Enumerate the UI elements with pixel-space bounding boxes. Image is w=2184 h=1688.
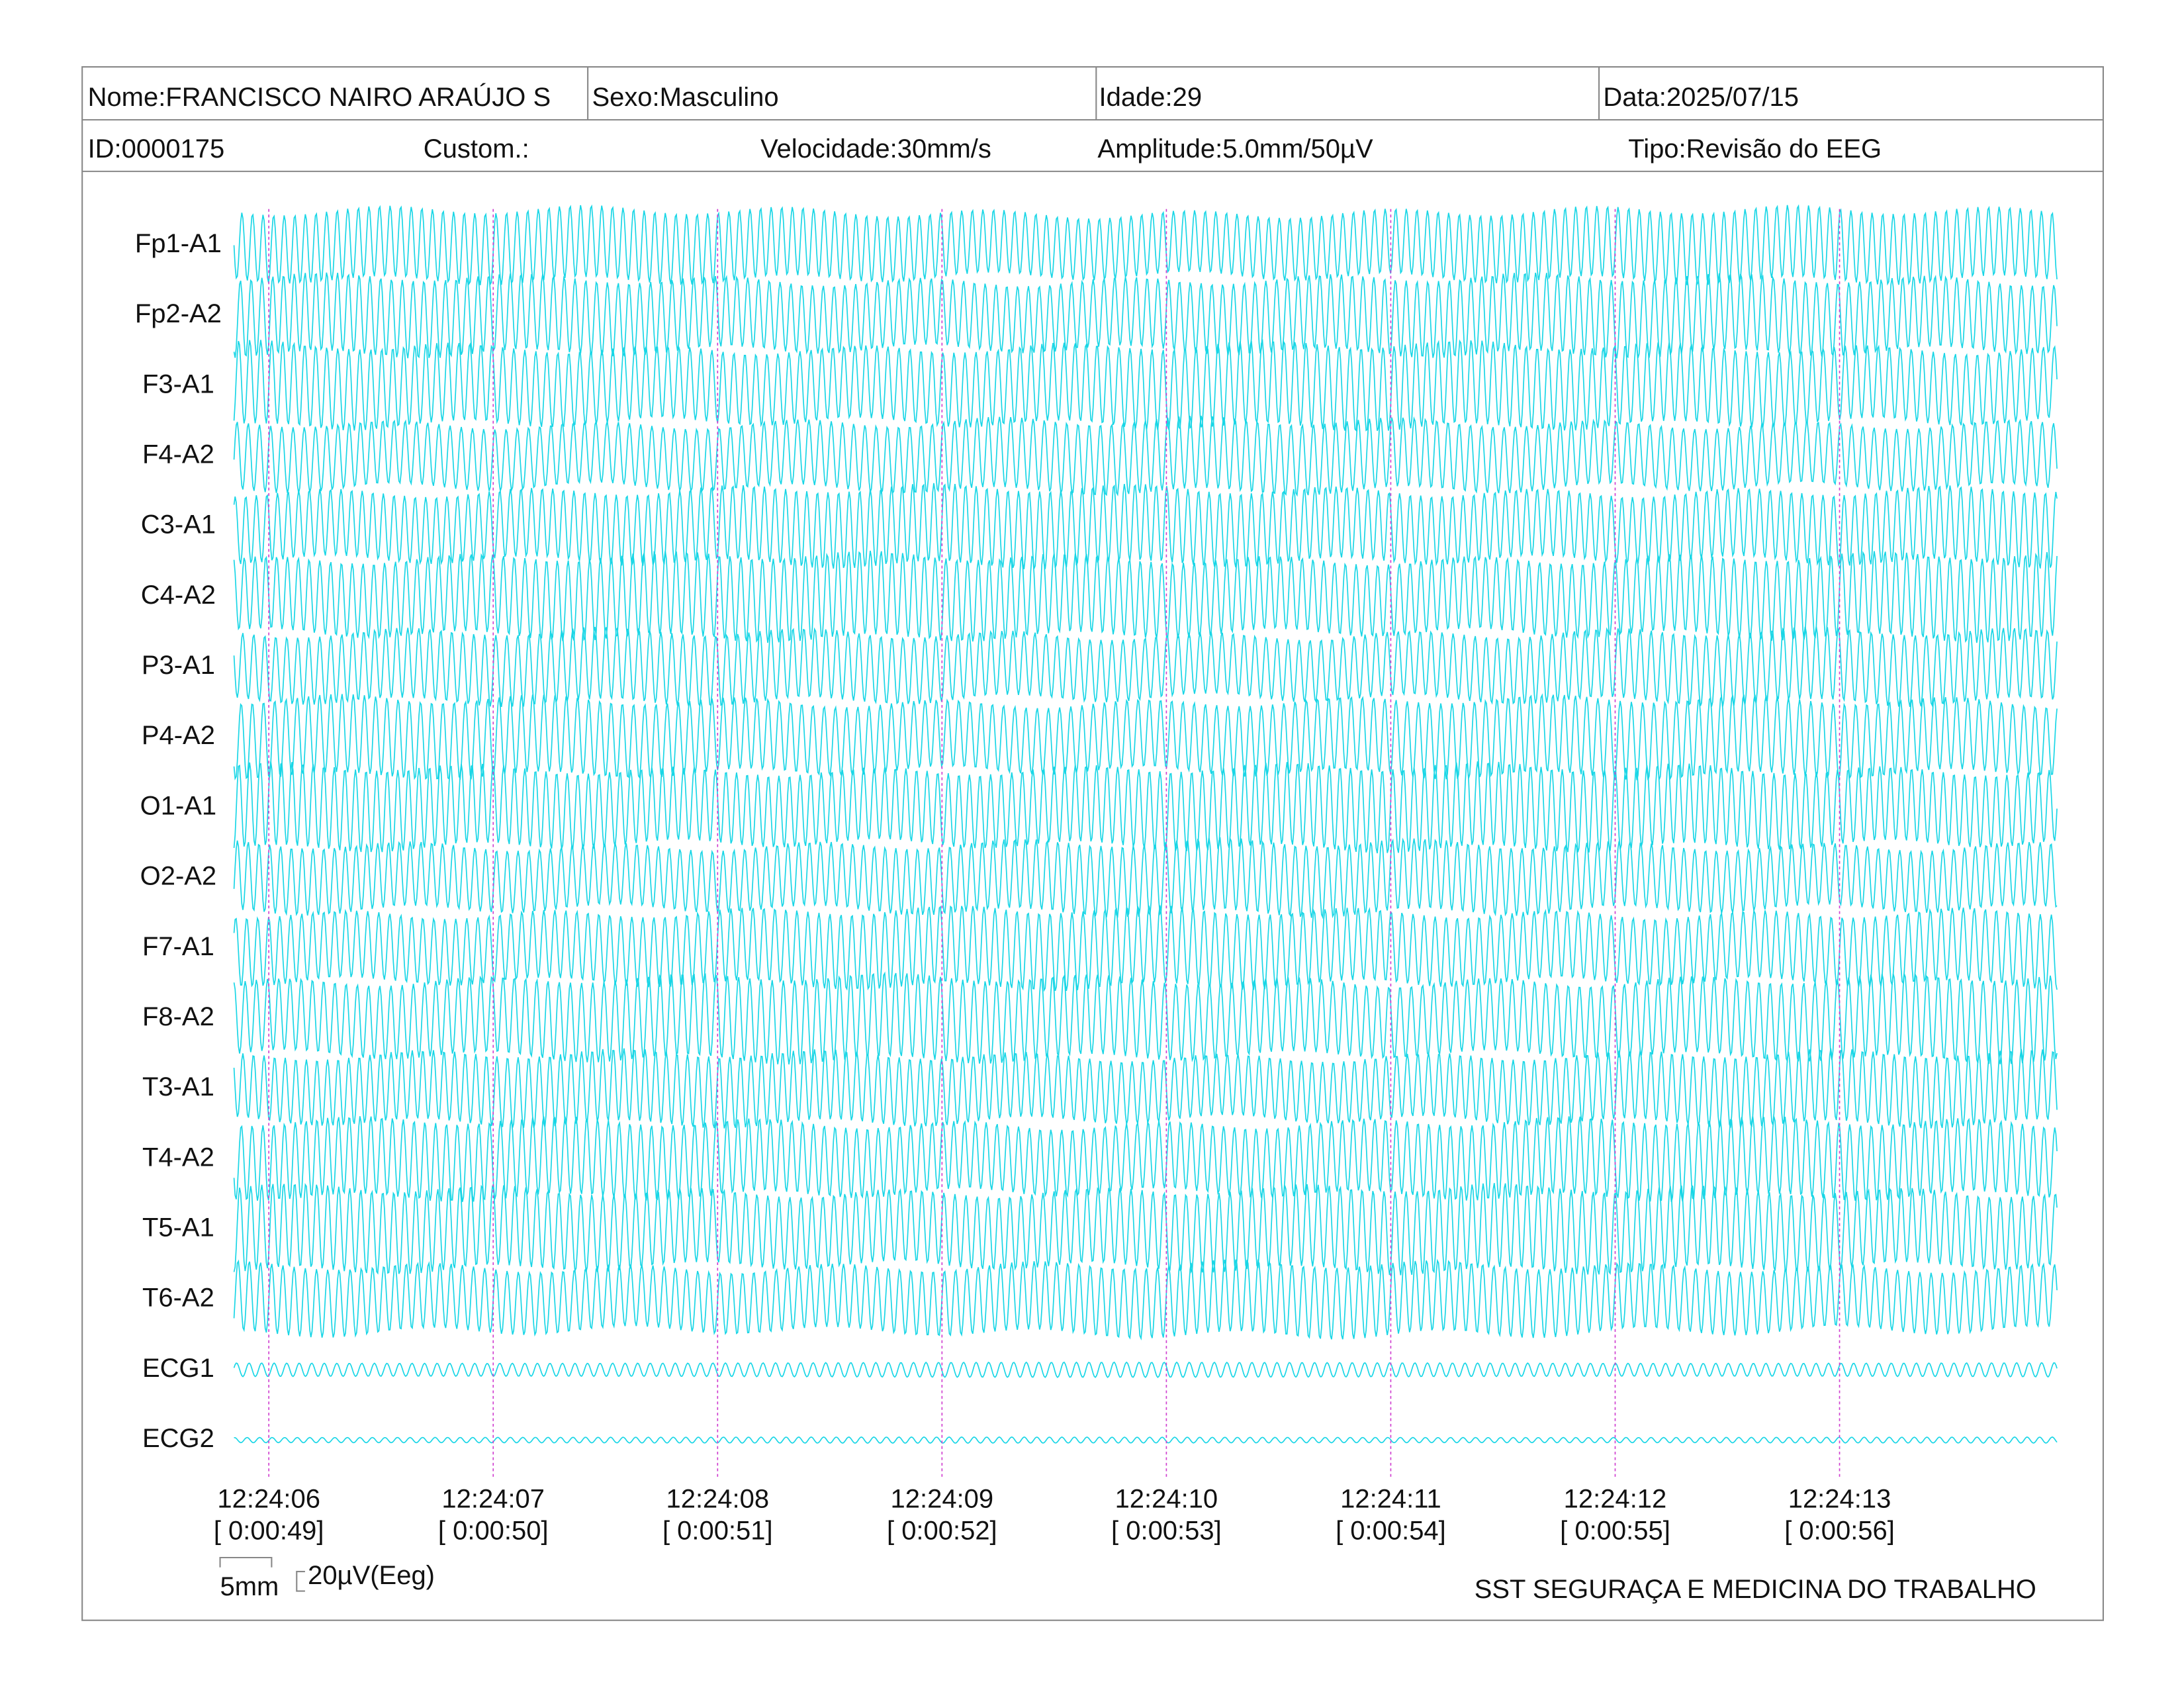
eeg-trace (234, 1436, 2058, 1444)
eeg-trace (233, 761, 2058, 854)
id: ID:0000175 (88, 134, 225, 164)
channel-label: ECG1 (142, 1354, 214, 1383)
eeg-trace (233, 1048, 2058, 1129)
eeg-trace (233, 550, 2058, 643)
channel-label: C4-A2 (141, 581, 216, 610)
channel-label: Fp2-A2 (135, 299, 222, 328)
type: Tipo:Revisão do EEG (1628, 134, 1882, 164)
channel-label: F3-A1 (142, 369, 214, 399)
eeg-trace (233, 1361, 2058, 1378)
elapsed-time: [ 0:00:56] (1784, 1517, 1895, 1546)
time-scale: 5mm (220, 1572, 279, 1601)
amplitude: Amplitude:5.0mm/50µV (1097, 134, 1373, 164)
eeg-trace (233, 416, 2058, 497)
eeg-trace (233, 1183, 2058, 1276)
channel-label: Fp1-A1 (135, 229, 222, 258)
eeg-trace (233, 693, 2058, 780)
channel-label: T5-A1 (142, 1213, 214, 1242)
clock-time: 12:24:11 (1340, 1484, 1441, 1513)
channel-label: O1-A1 (140, 791, 217, 820)
channel-label: ECG2 (142, 1424, 214, 1453)
channel-label: F7-A1 (142, 932, 214, 961)
channel-label: P3-A1 (142, 651, 215, 680)
eeg-trace (233, 204, 2058, 287)
footer: SST SEGURAÇA E MEDICINA DO TRABALHO (1475, 1575, 2036, 1604)
eeg-trace (233, 905, 2058, 992)
custom: Custom.: (424, 134, 529, 164)
elapsed-time: [ 0:00:51] (662, 1517, 773, 1546)
clock-time: 12:24:12 (1564, 1484, 1667, 1513)
speed: Velocidade:30mm/s (760, 134, 991, 164)
clock-time: 12:24:13 (1788, 1484, 1891, 1513)
elapsed-time: [ 0:00:53] (1111, 1517, 1222, 1546)
date: Data:2025/07/15 (1603, 83, 1799, 112)
eeg-trace (233, 339, 2058, 432)
channel-label: C3-A1 (141, 510, 216, 539)
frame (81, 66, 2104, 1621)
clock-time: 12:24:10 (1115, 1484, 1218, 1513)
channel-label: F4-A2 (142, 440, 214, 469)
age: Idade:29 (1099, 83, 1203, 112)
eeg-trace (233, 626, 2058, 708)
sex: Sexo:Masculino (592, 83, 778, 112)
eeg-trace (233, 272, 2058, 359)
channel-label: T3-A1 (142, 1072, 214, 1102)
time-scale-bar (219, 1556, 273, 1568)
clock-time: 12:24:07 (441, 1484, 545, 1513)
amp-scale-bar (296, 1570, 305, 1592)
eeg-trace (233, 483, 2058, 569)
channel-label: T6-A2 (142, 1284, 214, 1313)
channel-label: P4-A2 (142, 721, 215, 750)
elapsed-time: [ 0:00:52] (887, 1517, 997, 1546)
eeg-trace (233, 1116, 2058, 1202)
elapsed-time: [ 0:00:55] (1560, 1517, 1670, 1546)
channel-label: O2-A2 (140, 862, 217, 891)
clock-time: 12:24:09 (891, 1484, 994, 1513)
elapsed-time: [ 0:00:54] (1336, 1517, 1446, 1546)
elapsed-time: [ 0:00:50] (438, 1517, 549, 1546)
eeg-trace (233, 971, 2058, 1065)
clock-time: 12:24:06 (217, 1484, 320, 1513)
amp-scale: 20µV(Eeg) (308, 1561, 435, 1590)
elapsed-time: [ 0:00:49] (214, 1517, 324, 1546)
eeg-trace (233, 1258, 2058, 1340)
channel-label: F8-A2 (142, 1002, 214, 1031)
name: Nome:FRANCISCO NAIRO ARAÚJO S (88, 82, 551, 112)
clock-time: 12:24:08 (666, 1484, 769, 1513)
eeg-trace (233, 837, 2058, 919)
channel-label: T4-A2 (142, 1143, 214, 1172)
